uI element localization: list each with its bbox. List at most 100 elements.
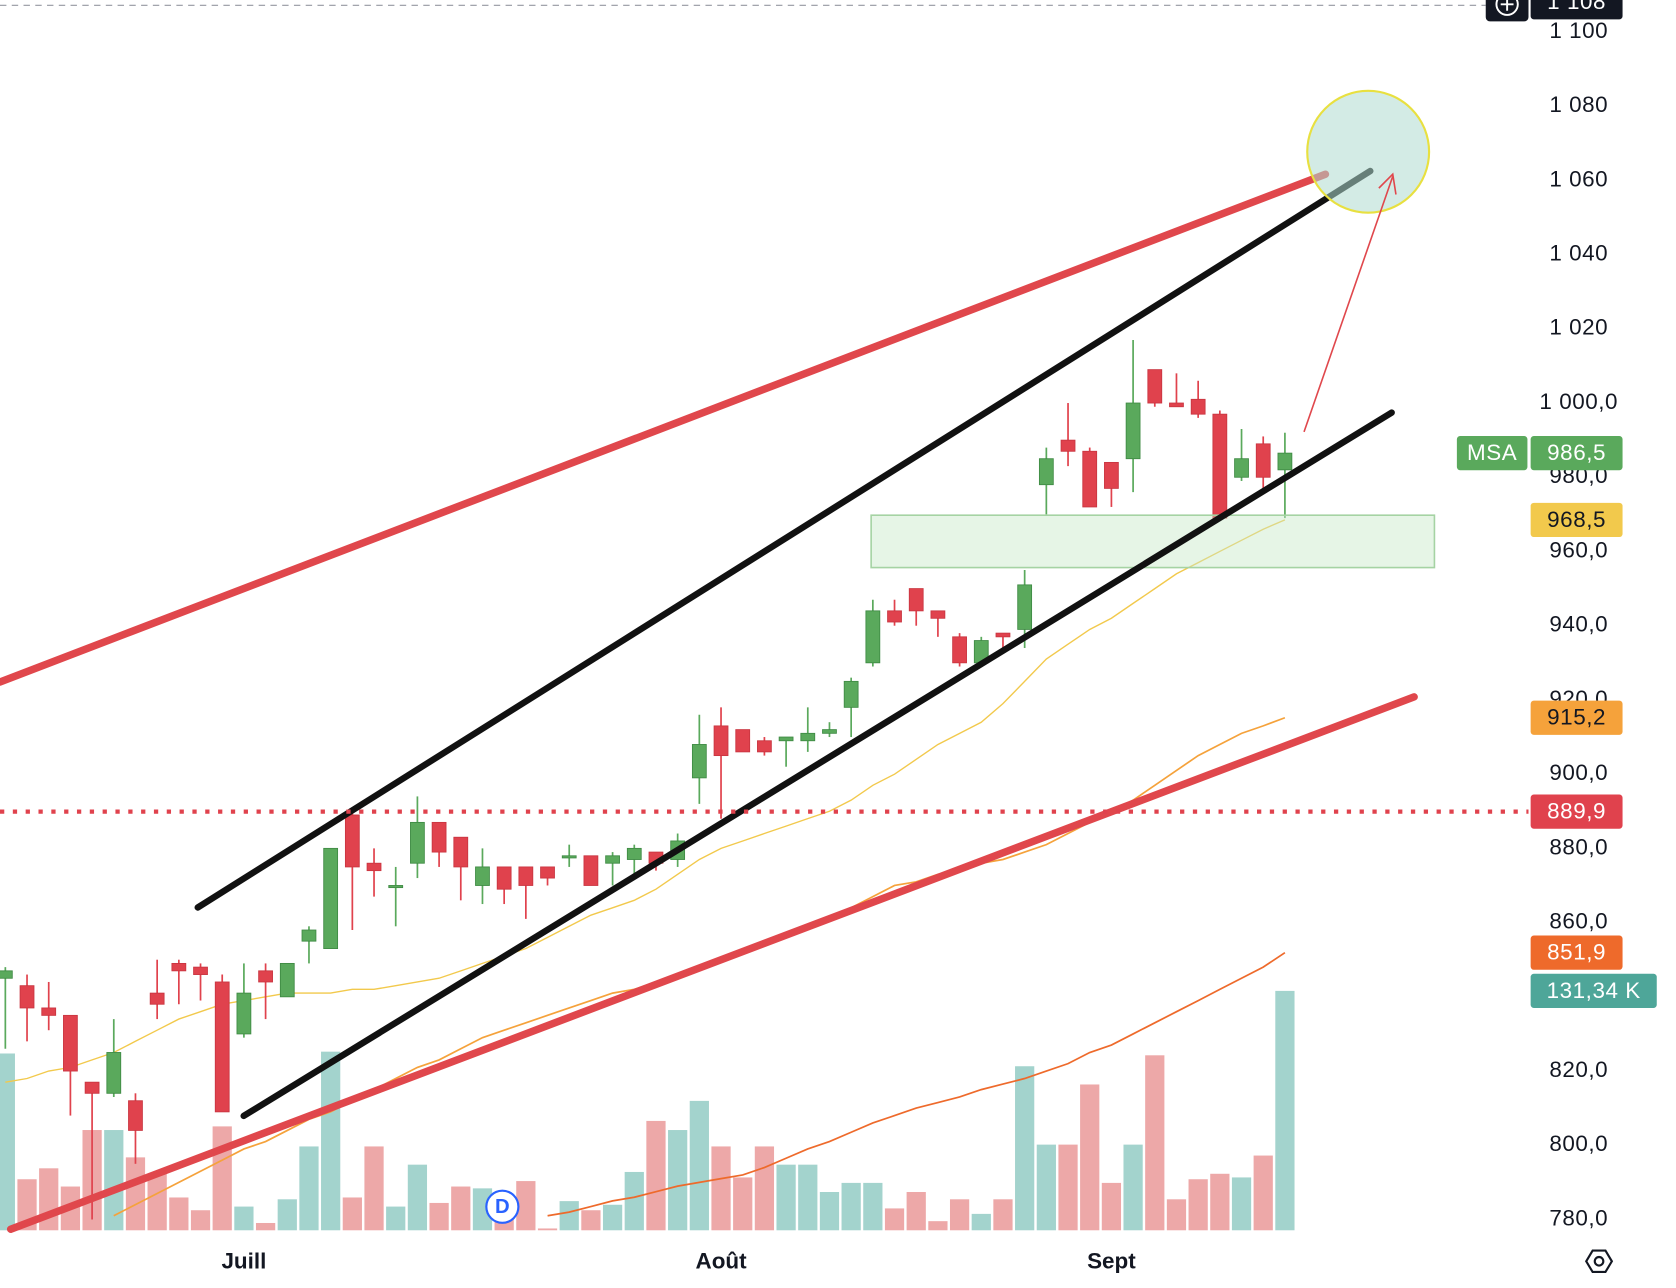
y-tick-label: 860,0: [1549, 909, 1608, 934]
y-tick-label: 1 000,0: [1539, 389, 1618, 414]
volume-bar: [733, 1177, 753, 1231]
volume-bar: [646, 1120, 666, 1231]
settings-icon[interactable]: [1584, 1249, 1614, 1274]
price-label: 915,2: [1547, 705, 1606, 730]
candle-body: [865, 610, 881, 664]
event-marker[interactable]: D: [485, 1189, 520, 1224]
candle-body: [561, 855, 577, 859]
drawings: [0, 89, 1436, 1233]
volume-bar: [147, 1173, 167, 1231]
volume-bar: [125, 1157, 146, 1231]
event-circle[interactable]: [485, 1189, 520, 1224]
volume-bar: [407, 1164, 428, 1231]
candle-body: [388, 885, 404, 889]
price-label: 851,9: [1547, 940, 1606, 965]
candle-body: [887, 610, 902, 623]
volume-bar: [776, 1164, 796, 1231]
candle-body: [41, 1007, 57, 1016]
candle-body: [1234, 458, 1249, 478]
volume-bar: [1275, 990, 1295, 1231]
ticker-box: [1456, 436, 1528, 471]
target-circle: [1306, 89, 1431, 214]
candle-body: [1082, 450, 1098, 508]
y-tick-label: 1 020: [1549, 315, 1608, 340]
candle-body: [323, 847, 339, 950]
candle-body: [236, 992, 252, 1035]
volume-bar: [1058, 1144, 1078, 1231]
volume-bar: [906, 1192, 926, 1231]
volume-bar: [1188, 1179, 1208, 1231]
volume-bar: [1080, 1084, 1100, 1231]
volume-bar: [841, 1182, 861, 1231]
candle-body: [800, 732, 816, 742]
candle-body: [1212, 413, 1228, 519]
volume-bar: [255, 1222, 276, 1231]
candle-body: [1038, 458, 1054, 486]
add-icon[interactable]: [1495, 0, 1519, 16]
upper-channel-line: [194, 167, 1374, 911]
candle-body: [171, 962, 187, 972]
candle-body: [691, 744, 707, 779]
x-tick-label: Août: [695, 1248, 747, 1273]
candle-body: [431, 821, 447, 853]
volume-label: 131,34 K: [1547, 978, 1641, 1003]
volume-bar: [602, 1204, 623, 1231]
candle-body: [518, 866, 534, 886]
candle-body: [0, 970, 13, 979]
add-icon-plus[interactable]: [1500, 0, 1514, 11]
price-label: 889,9: [1547, 799, 1606, 824]
candle-body: [279, 962, 295, 998]
event-label[interactable]: D: [495, 1196, 510, 1218]
y-tick-label: 800,0: [1549, 1131, 1608, 1156]
price-label: 968,5: [1547, 507, 1606, 532]
y-tick-label: 940,0: [1549, 612, 1608, 637]
candle-body: [930, 610, 946, 619]
candle-body: [496, 866, 512, 890]
candle-body: [843, 680, 859, 708]
volume-bar: [689, 1100, 709, 1231]
candle-body: [214, 981, 230, 1113]
moving-average-line: [547, 951, 1286, 1217]
volume-bar: [1253, 1155, 1273, 1231]
volume-bar: [0, 1053, 15, 1231]
volume-bar: [971, 1213, 991, 1231]
price-label-box: [1530, 436, 1623, 471]
candle-body: [1060, 439, 1076, 452]
y-tick-label: 780,0: [1549, 1205, 1608, 1230]
volume-bar: [516, 1181, 536, 1231]
volume-bar: [1101, 1182, 1122, 1231]
candle-body: [735, 729, 751, 753]
volume-bar: [559, 1201, 579, 1231]
candle-body: [1190, 398, 1206, 415]
volume-bar: [993, 1199, 1013, 1231]
volume-bar: [451, 1186, 471, 1231]
volume-bar: [798, 1164, 818, 1231]
candle-body: [366, 862, 382, 872]
volume-bar: [863, 1182, 883, 1231]
candle-body: [106, 1052, 122, 1094]
candle-body: [1125, 402, 1141, 460]
volume-bar: [624, 1171, 644, 1231]
candle-body: [149, 992, 165, 1005]
candle-body: [453, 836, 469, 868]
settings-icon-center[interactable]: [1593, 1255, 1605, 1267]
y-tick-label: 900,0: [1549, 760, 1608, 785]
volume-bar: [1145, 1055, 1165, 1231]
volume-bar: [190, 1210, 211, 1231]
candle-body: [1104, 461, 1119, 489]
volume-bar: [1210, 1173, 1230, 1231]
volume-bar: [581, 1210, 601, 1231]
candle-body: [128, 1100, 143, 1131]
volume-bar: [754, 1146, 775, 1231]
price-label-box: [1530, 502, 1623, 538]
candle-body: [757, 740, 772, 753]
price-label: 986,5: [1547, 440, 1606, 465]
volume-bar: [884, 1208, 905, 1231]
price-axis: 780,0800,0820,0860,0880,0900,0920,0940,0…: [221, 0, 1657, 1273]
candle-body: [1017, 584, 1033, 630]
candle-body: [475, 866, 490, 886]
candle-body: [301, 929, 317, 942]
upper-red-trendline: [0, 170, 1330, 686]
volume-bar: [299, 1146, 319, 1231]
volume-bar: [104, 1130, 124, 1231]
